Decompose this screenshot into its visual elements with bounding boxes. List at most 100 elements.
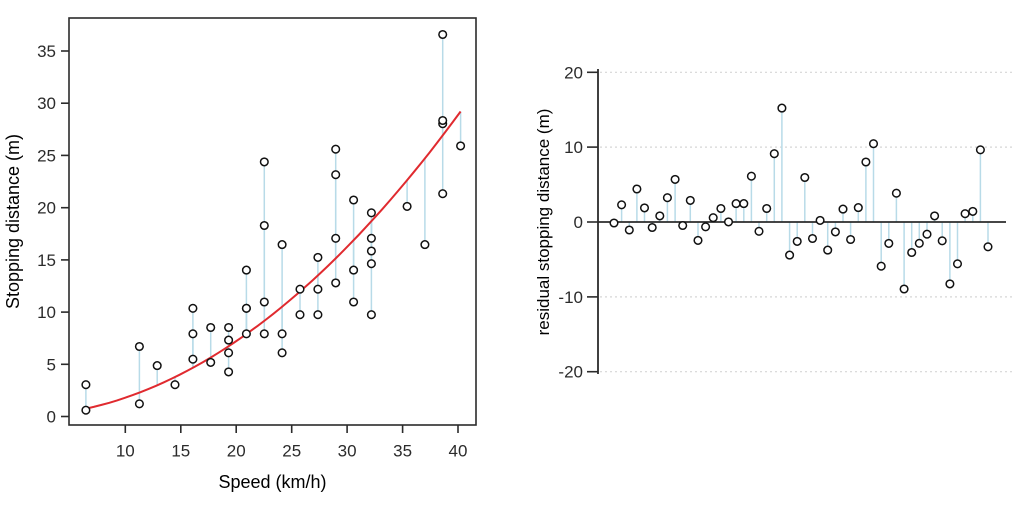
data-point bbox=[366, 246, 376, 256]
left-residual-segments bbox=[85, 34, 462, 411]
data-point bbox=[170, 380, 180, 390]
data-point bbox=[930, 211, 940, 221]
left-x-axis-ticks: 10 15 20 25 30 35 40 bbox=[116, 425, 467, 461]
data-point bbox=[331, 170, 341, 180]
y-tick-label: 20 bbox=[564, 63, 583, 82]
data-point bbox=[420, 240, 430, 250]
x-tick-label: 35 bbox=[393, 442, 412, 461]
data-point bbox=[792, 236, 802, 246]
data-point bbox=[701, 222, 711, 232]
right-residual-plot: -20 -10 0 10 20 residual stopping distance (… bbox=[534, 63, 1012, 382]
data-point bbox=[456, 141, 466, 151]
data-point bbox=[800, 172, 810, 183]
data-point bbox=[632, 184, 642, 194]
data-point bbox=[224, 367, 234, 377]
data-point bbox=[922, 229, 932, 239]
data-point bbox=[785, 250, 795, 260]
data-point bbox=[259, 329, 269, 339]
data-point bbox=[624, 225, 634, 235]
data-point bbox=[846, 234, 856, 245]
data-point bbox=[769, 149, 779, 159]
data-point bbox=[224, 335, 234, 345]
data-point bbox=[188, 303, 198, 313]
data-point bbox=[295, 310, 305, 320]
left-plot-frame bbox=[68, 17, 477, 426]
fit-curve bbox=[85, 110, 462, 410]
data-point bbox=[188, 354, 198, 364]
data-point bbox=[807, 233, 818, 244]
data-point bbox=[438, 115, 448, 126]
data-point bbox=[838, 204, 848, 214]
data-point bbox=[366, 259, 376, 269]
data-point bbox=[313, 310, 323, 320]
y-tick-label: 15 bbox=[37, 251, 56, 270]
data-point bbox=[313, 252, 323, 262]
y-tick-label: 35 bbox=[37, 42, 56, 61]
right-y-axis-ticks: -20 -10 0 10 20 bbox=[558, 63, 598, 382]
data-point bbox=[609, 218, 619, 228]
data-point bbox=[731, 199, 741, 209]
data-point bbox=[331, 144, 341, 154]
data-point bbox=[277, 329, 287, 339]
data-point bbox=[152, 361, 162, 371]
data-point bbox=[907, 247, 917, 258]
y-tick-label: 10 bbox=[564, 138, 583, 157]
data-point bbox=[754, 226, 764, 236]
data-point bbox=[241, 265, 251, 275]
x-tick-label: 30 bbox=[338, 442, 357, 461]
data-point bbox=[685, 195, 695, 205]
y-tick-label: 0 bbox=[574, 213, 583, 232]
data-point bbox=[331, 233, 341, 243]
data-point bbox=[746, 171, 756, 181]
data-point bbox=[853, 203, 863, 213]
data-point bbox=[708, 213, 718, 223]
data-point bbox=[777, 103, 787, 113]
left-y-axis-title: Stopping distance (m) bbox=[3, 134, 23, 309]
data-point bbox=[331, 278, 341, 288]
data-point bbox=[295, 284, 305, 294]
data-point bbox=[617, 200, 627, 210]
data-point bbox=[952, 259, 963, 269]
data-point bbox=[277, 240, 287, 250]
right-y-axis-title: residual stopping distance (m) bbox=[534, 109, 553, 336]
data-point bbox=[224, 348, 234, 358]
data-point bbox=[639, 203, 650, 213]
data-point bbox=[206, 322, 216, 333]
data-point bbox=[134, 399, 144, 409]
x-tick-label: 15 bbox=[171, 442, 190, 461]
data-point bbox=[975, 145, 985, 155]
data-point bbox=[723, 217, 734, 227]
data-point bbox=[259, 157, 269, 167]
data-point bbox=[241, 329, 251, 339]
data-point bbox=[884, 238, 894, 248]
data-point bbox=[366, 233, 376, 243]
data-point bbox=[762, 203, 772, 214]
data-point bbox=[206, 357, 216, 367]
data-point bbox=[313, 284, 323, 294]
data-point bbox=[983, 242, 993, 252]
data-point bbox=[402, 201, 412, 211]
data-point bbox=[739, 199, 749, 209]
right-data-points bbox=[609, 103, 993, 294]
x-tick-label: 25 bbox=[282, 442, 301, 461]
data-point bbox=[899, 284, 909, 294]
data-point bbox=[655, 211, 665, 221]
y-tick-label: 20 bbox=[37, 199, 56, 218]
data-point bbox=[224, 322, 234, 333]
left-data-points bbox=[81, 29, 466, 415]
y-tick-label: -20 bbox=[558, 363, 583, 382]
data-point bbox=[914, 238, 924, 248]
data-point bbox=[876, 261, 886, 271]
data-point bbox=[81, 380, 91, 390]
data-point bbox=[945, 279, 955, 289]
data-point bbox=[960, 209, 970, 219]
data-point bbox=[366, 208, 376, 218]
data-point bbox=[868, 139, 879, 149]
data-point bbox=[81, 405, 91, 415]
y-tick-label: 30 bbox=[37, 94, 56, 113]
data-point bbox=[693, 235, 703, 245]
data-point bbox=[188, 329, 198, 339]
data-point bbox=[259, 220, 269, 231]
